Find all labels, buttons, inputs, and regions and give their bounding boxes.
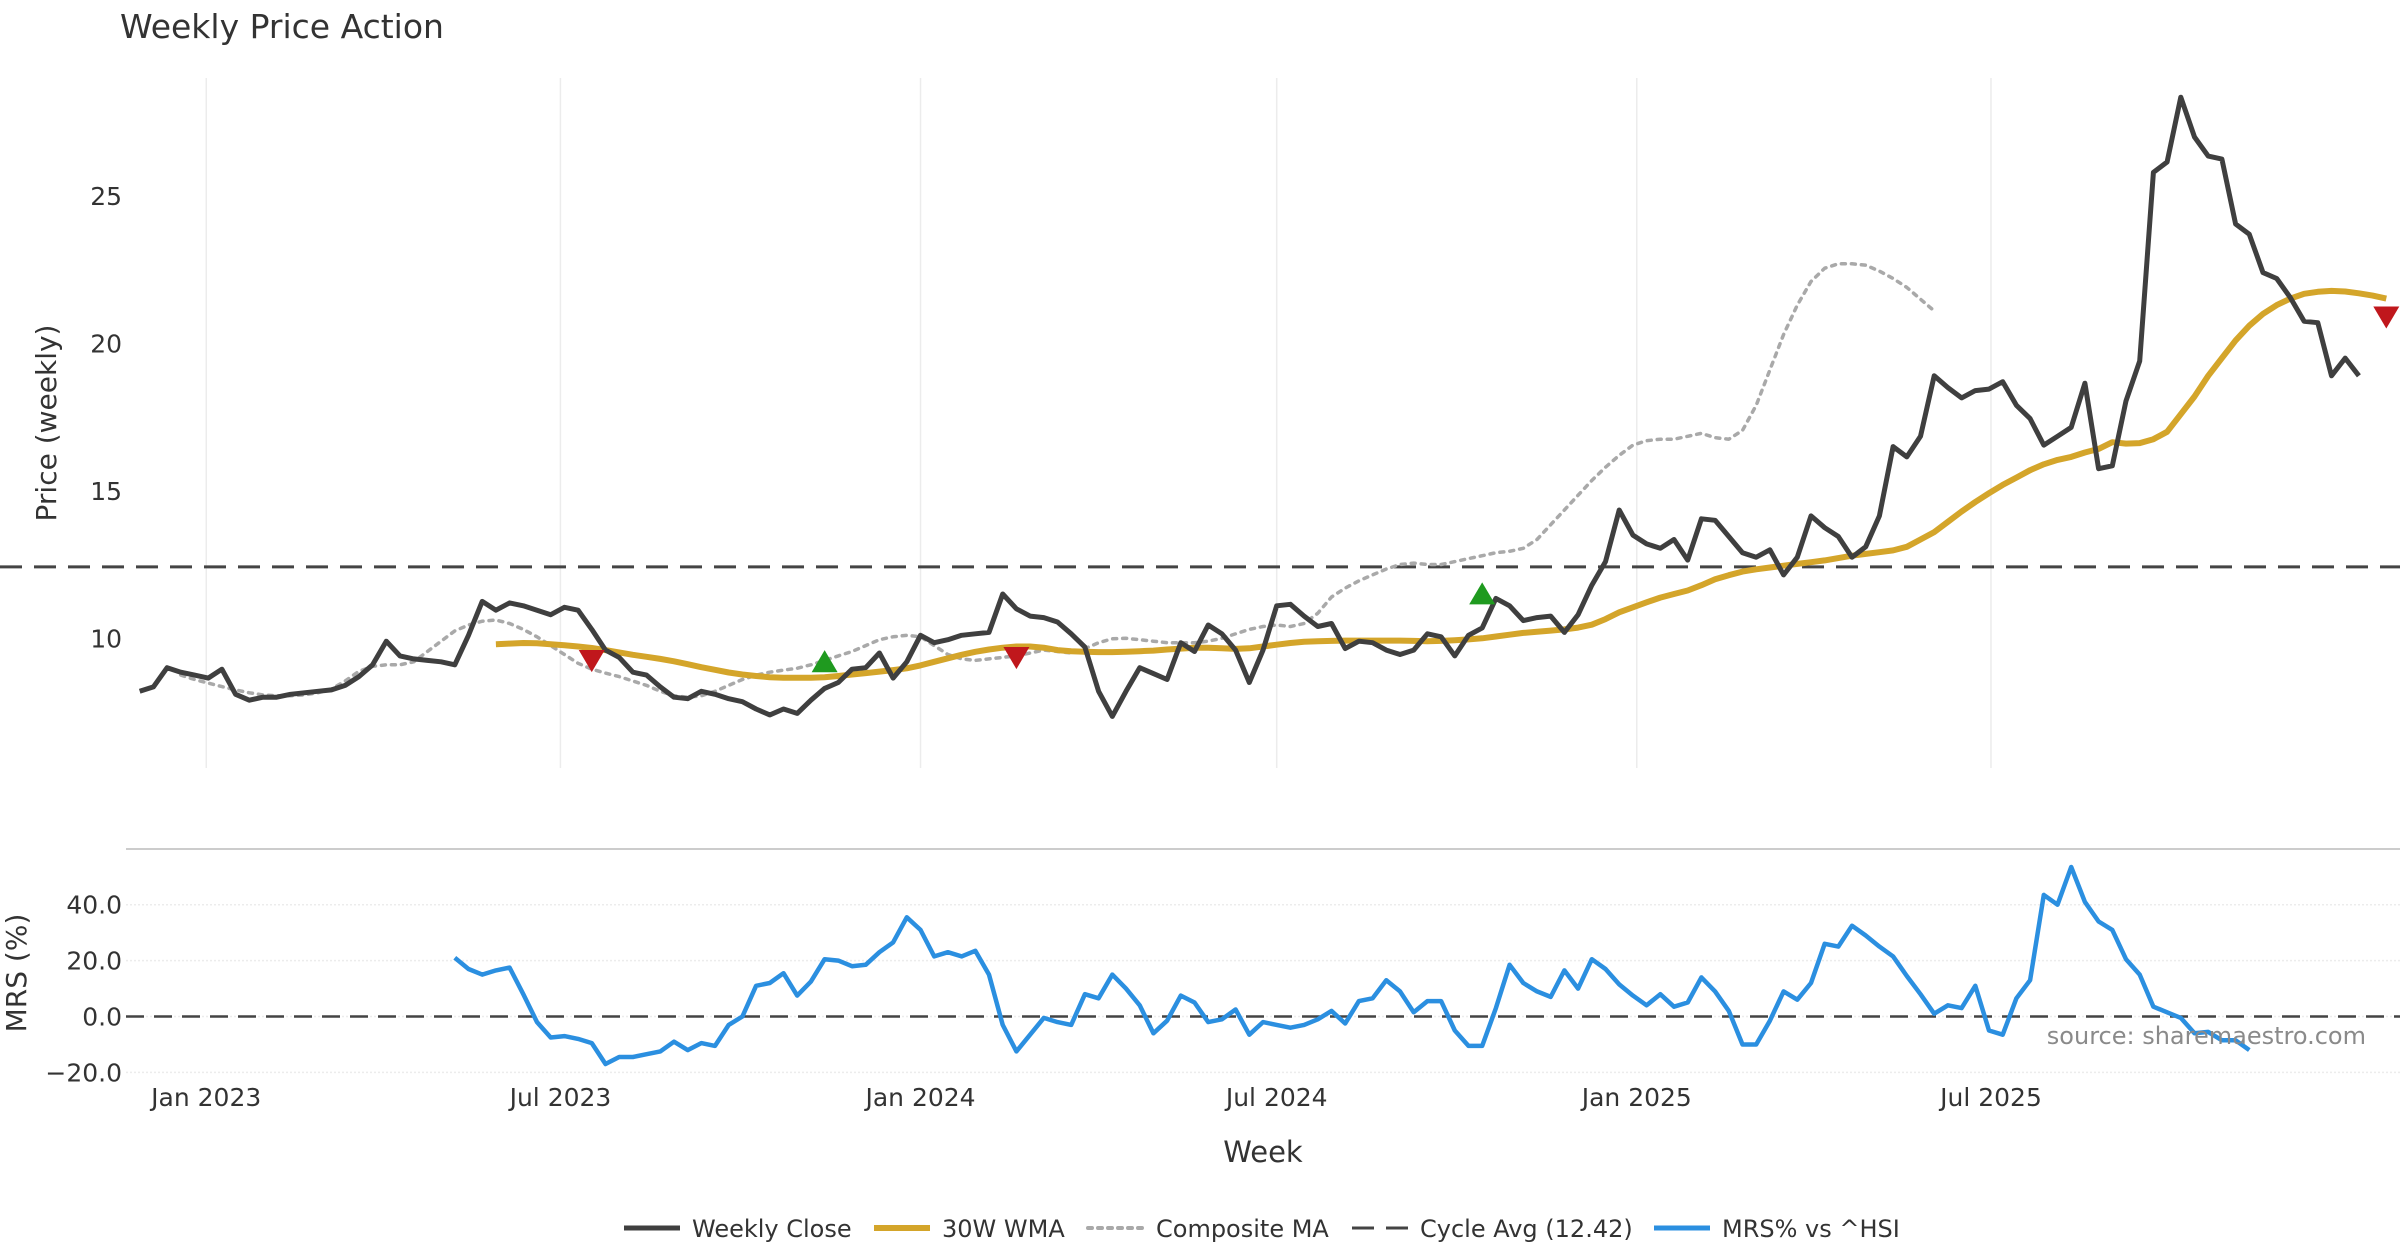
weekly-close-line — [138, 94, 2361, 719]
legend-label: Weekly Close — [692, 1215, 852, 1243]
mrs-y-tick: −20.0 — [45, 1058, 122, 1087]
x-tick-label: Jul 2023 — [508, 1083, 612, 1112]
sell-signal-marker — [1003, 647, 1030, 670]
x-tick-label: Jul 2025 — [1938, 1083, 2042, 1112]
price-y-tick: 25 — [90, 182, 122, 211]
buy-signal-marker — [811, 650, 838, 673]
30w-wma-line — [495, 287, 2387, 681]
price-y-tick: 20 — [90, 329, 122, 358]
composite-ma-line — [179, 262, 1936, 699]
price-y-tick: 10 — [90, 624, 122, 653]
signal-markers — [578, 306, 2400, 673]
legend-label: 30W WMA — [942, 1215, 1065, 1243]
price-panel: 10 15 20 25 Price (weekly) — [0, 78, 2400, 768]
price-y-tick-labels: 10 15 20 25 — [90, 182, 122, 653]
x-tick-label: Jul 2024 — [1224, 1083, 1328, 1112]
x-tick-label: Jan 2023 — [149, 1083, 261, 1112]
mrs-y-axis-label: MRS (%) — [0, 914, 33, 1033]
mrs-line — [453, 864, 2251, 1067]
x-tick-label: Jan 2025 — [1580, 1083, 1692, 1112]
mrs-panel: 40.0 20.0 0.0 −20.0 MRS (%) source: sharema… — [0, 864, 2400, 1088]
legend-label: MRS% vs ^HSI — [1722, 1215, 1900, 1243]
sell-signal-marker — [2373, 306, 2400, 329]
price-y-tick: 15 — [90, 477, 122, 506]
chart-legend: Weekly Close 30W WMA Composite MA Cycle Avg… — [624, 1215, 1900, 1243]
legend-label: Composite MA — [1156, 1215, 1329, 1243]
price-y-axis-label: Price (weekly) — [30, 325, 63, 522]
source-note: source: sharemaestro.com — [2047, 1022, 2366, 1050]
x-tick-labels: Jan 2023 Jul 2023 Jan 2024 Jul 2024 Jan 2025… — [149, 1083, 2042, 1112]
mrs-y-tick: 20.0 — [66, 947, 122, 976]
x-tick-label: Jan 2024 — [863, 1083, 975, 1112]
chart-title: Weekly Price Action — [120, 7, 444, 46]
buy-signal-marker — [1469, 582, 1496, 605]
mrs-y-tick: 0.0 — [82, 1003, 122, 1032]
mrs-y-tick: 40.0 — [66, 891, 122, 920]
mrs-panel-series — [453, 864, 2251, 1067]
mrs-y-tick-labels: 40.0 20.0 0.0 −20.0 — [45, 891, 122, 1088]
x-axis-label: Week — [1223, 1135, 1303, 1169]
legend-label: Cycle Avg (12.42) — [1420, 1215, 1633, 1243]
sell-signal-marker — [578, 649, 605, 673]
price-panel-gridlines — [205, 78, 1992, 768]
price-panel-series — [138, 94, 2387, 719]
